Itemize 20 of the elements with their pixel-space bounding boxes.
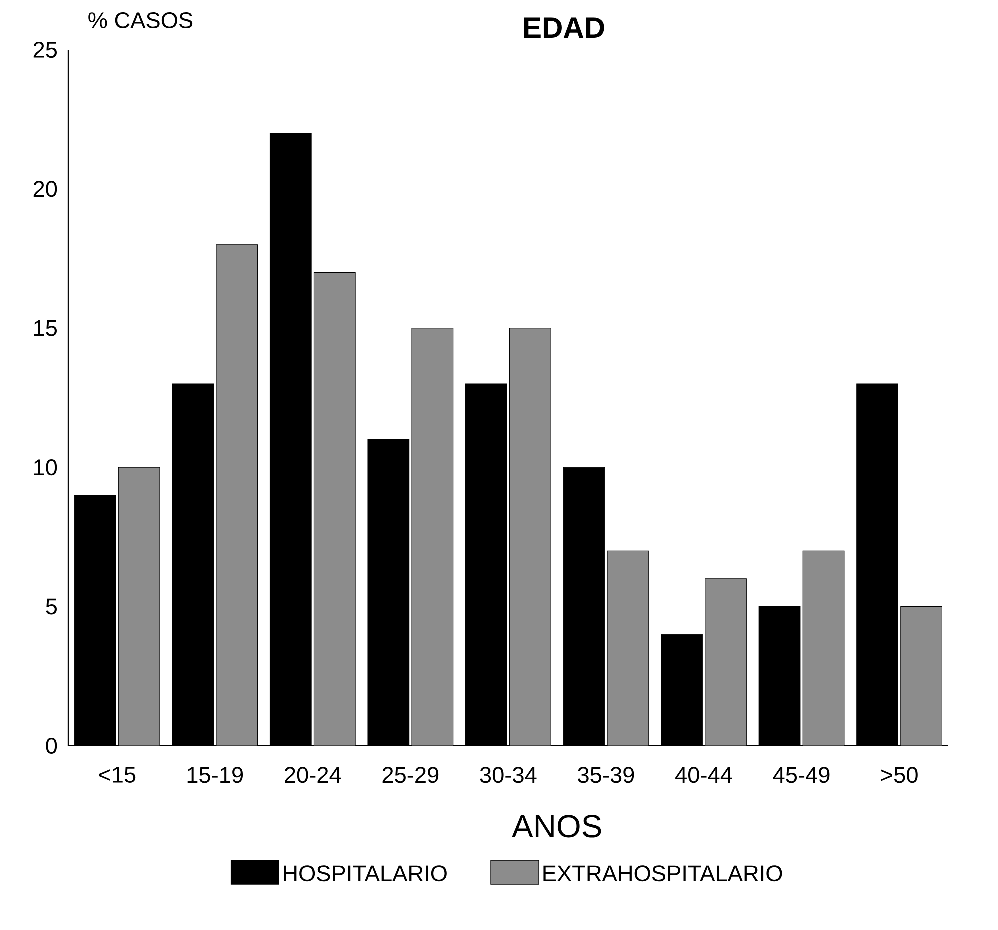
x-tick-label: 45-49	[773, 767, 830, 784]
x-tick-label: 15-19	[188, 767, 244, 784]
chart-title: EDAD	[524, 18, 604, 38]
y-tick-label: 20	[34, 181, 58, 198]
legend-label: EXTRAHOSPITALARIO	[544, 866, 782, 882]
y-tick-label: 15	[34, 320, 57, 336]
x-tick-label: <15	[99, 767, 136, 783]
y-axis-title: % CASOS	[88, 12, 193, 29]
x-tick-label: 35-39	[578, 767, 634, 784]
x-tick-label: 20-24	[285, 767, 342, 784]
x-tick-label: 25-29	[382, 767, 439, 784]
legend-label: HOSPITALARIO	[284, 866, 447, 882]
y-tick-label: 25	[34, 42, 57, 58]
y-tick-label: 10	[34, 460, 58, 476]
y-tick-label: 5	[46, 598, 58, 615]
x-tick-label: >50	[881, 767, 918, 784]
x-tick-label: 30-34	[480, 767, 537, 784]
y-tick-label: 0	[46, 738, 58, 754]
x-axis-title: ANOS	[512, 815, 602, 838]
x-tick-label: 40-44	[676, 767, 732, 784]
